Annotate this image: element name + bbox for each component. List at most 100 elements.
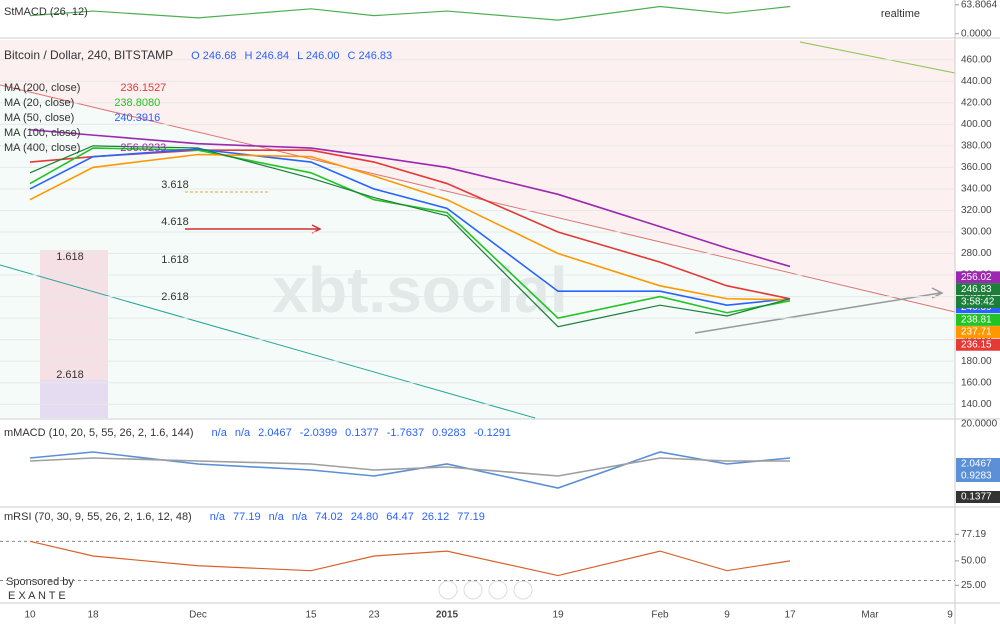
y-tick-label: 380.00 [961, 141, 992, 152]
series-line [29, 148, 791, 307]
control-button[interactable] [438, 580, 458, 600]
series-line [29, 128, 791, 268]
fib-label: 1.618 [161, 254, 189, 266]
y-tick-label: 50.00 [961, 556, 986, 567]
fib-box [40, 380, 108, 418]
y-tick-label: 400.00 [961, 119, 992, 130]
x-tick-label: Dec [189, 610, 207, 621]
y-tick-label: 360.00 [961, 162, 992, 173]
axis-label-box [956, 470, 1000, 482]
y-tick-label: 25.00 [961, 580, 986, 591]
readout: 26.12 [422, 511, 450, 523]
panel-header: mMACD (10, 20, 5, 55, 26, 2, 1.6, 144) n/… [4, 427, 511, 439]
readout: -1.7637 [387, 427, 424, 439]
readout: 77.19 [457, 511, 485, 523]
legend-name: MA (50, close) [4, 112, 74, 124]
x-tick-label: 19 [552, 610, 564, 621]
channel-line [0, 84, 956, 313]
panel-title: mRSI (70, 30, 9, 55, 26, 2, 1.6, 12, 48) [4, 511, 192, 523]
panel-title: mMACD (10, 20, 5, 55, 26, 2, 1.6, 144) [4, 427, 194, 439]
readout: n/a [210, 511, 226, 523]
price-line [29, 540, 791, 577]
legend-entry: MA (20, close) 238.8080 [4, 97, 160, 109]
last-value-box [956, 283, 1000, 296]
readout: n/a [269, 511, 285, 523]
y-tick-label: 420.00 [961, 97, 992, 108]
readout: n/a [292, 511, 308, 523]
last-value-box [956, 338, 1000, 351]
control-button[interactable] [463, 580, 483, 600]
x-tick-label: 2015 [436, 610, 459, 621]
y-tick-label: 280.00 [961, 248, 992, 259]
readout: C 246.83 [348, 50, 393, 62]
legend-value: 240.3916 [114, 112, 160, 124]
legend-name: MA (100, close) [4, 127, 80, 139]
last-value-box [956, 313, 1000, 326]
last-value-box [956, 271, 1000, 284]
legend-value: 236.1527 [120, 82, 166, 94]
legend-entry: MA (200, close) 236.1527 [4, 82, 166, 94]
sponsor-text: Sponsored by [6, 576, 74, 588]
axis-label: 0.9283 [961, 471, 992, 482]
axis-label: 20.0000 [961, 419, 998, 430]
x-tick-label: 18 [87, 610, 99, 621]
status: realtime [881, 8, 920, 20]
readout: 77.19 [233, 511, 261, 523]
y-tick-label: 63.8064 [961, 0, 998, 10]
x-tick-label: 10 [24, 610, 36, 621]
readout: n/a [212, 427, 228, 439]
series-line [29, 457, 790, 477]
y-tick-label: 77.19 [961, 529, 986, 540]
last-value-label: 236.15 [961, 339, 992, 350]
series-line [29, 153, 791, 301]
control-button[interactable] [513, 580, 533, 600]
y-tick-label: 340.00 [961, 184, 992, 195]
countdown-box [956, 296, 1000, 308]
y-tick-label: 320.00 [961, 205, 992, 216]
readout: 0.9283 [432, 427, 466, 439]
readout: H 246.84 [244, 50, 289, 62]
y-tick-label: 460.00 [961, 54, 992, 65]
countdown: 3:58:42 [961, 297, 995, 308]
panel-header: StMACD (26, 12) [4, 6, 88, 18]
y-tick-label: 0.0000 [961, 28, 992, 39]
axis-label-box [956, 458, 1000, 470]
y-tick-label: 440.00 [961, 76, 992, 87]
readout: -0.1291 [474, 427, 511, 439]
fib-label: 2.618 [161, 291, 189, 303]
watermark: xbt.social [272, 254, 567, 326]
readout: n/a [235, 427, 251, 439]
x-tick-label: Feb [651, 610, 669, 621]
readout: 0.1377 [345, 427, 379, 439]
axis-label: 0.1377 [961, 492, 992, 503]
last-value-label: 246.83 [961, 284, 992, 295]
x-tick-label: 9 [947, 610, 953, 621]
axis-label-box [956, 491, 1000, 503]
x-tick-label: 15 [305, 610, 317, 621]
x-tick-label: 23 [368, 610, 380, 621]
series-line [29, 451, 791, 489]
readout: L 246.00 [297, 50, 339, 62]
x-tick-label: Mar [861, 610, 879, 621]
price-line [29, 145, 791, 328]
support-line [694, 292, 941, 334]
fib-label: 4.618 [161, 216, 189, 228]
readout: -2.0399 [300, 427, 337, 439]
legend-name: MA (20, close) [4, 97, 74, 109]
readout: 64.47 [386, 511, 414, 523]
legend-name: MA (400, close) [4, 142, 80, 154]
y-tick-label: 140.00 [961, 399, 992, 410]
fib-label: 1.618 [56, 251, 84, 263]
fib-label: 3.618 [161, 179, 189, 191]
control-button[interactable] [488, 580, 508, 600]
legend-entry: MA (100, close) [4, 127, 80, 139]
legend-value: 256.0233 [120, 142, 166, 154]
legend-entry: MA (400, close) 256.0233 [4, 142, 166, 154]
channel-line [0, 264, 536, 419]
legend-entry: MA (50, close) 240.3916 [4, 112, 160, 124]
fib-label: 2.618 [56, 369, 84, 381]
last-value-label: 256.02 [961, 272, 992, 283]
channel-line [799, 41, 956, 74]
y-tick-label: 300.00 [961, 227, 992, 238]
